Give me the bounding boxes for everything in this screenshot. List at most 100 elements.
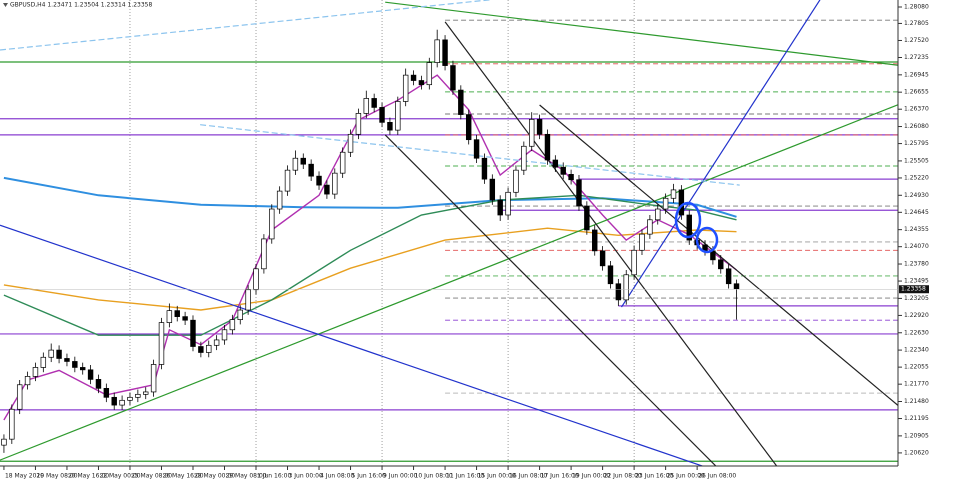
x-tick-label: 4 Jun 08:00 [320, 473, 354, 480]
candle-body [536, 119, 543, 135]
y-tick-label: 1.21480 [904, 398, 929, 405]
candle-body [150, 364, 157, 393]
candle-body [662, 197, 669, 210]
x-tick-label: 26 Jun 08:00 [698, 473, 736, 480]
y-tick-label: 1.22630 [904, 329, 929, 336]
x-tick-label: 5 Jun 16:00 [352, 473, 386, 480]
candle-body [87, 369, 94, 380]
x-tick-label: 9 Jun 00:00 [383, 473, 417, 480]
candle-body [379, 107, 385, 123]
y-tick-label: 1.21770 [904, 381, 929, 388]
candle-body [332, 172, 338, 195]
y-tick-label: 1.27520 [904, 37, 929, 44]
candle-body [245, 289, 251, 311]
plot-area: 0.023.638.250.061.876.4100.0120.0123.613… [0, 0, 898, 466]
candle-body [631, 249, 637, 276]
candle-body [103, 388, 110, 398]
candle-body [253, 268, 259, 291]
candle-body [442, 39, 448, 66]
candle-body [221, 329, 228, 341]
candle-body [560, 166, 566, 175]
y-tick-label: 1.26370 [904, 106, 929, 113]
candle-body [229, 319, 236, 331]
y-tick-label: 1.23495 [904, 278, 929, 285]
candle-body [79, 367, 86, 371]
candle-body [190, 319, 196, 347]
candle-body [670, 189, 677, 199]
candle-body [395, 101, 401, 131]
chart-title: GBPUSD,H4 1.23471 1.23504 1.23314 1.2335… [10, 2, 152, 9]
x-tick-label: 20 May 16:00 [68, 473, 109, 480]
candle-body [371, 98, 377, 108]
y-tick-label: 1.21195 [904, 415, 929, 422]
trend-line [620, 0, 821, 308]
trend-line [539, 104, 898, 407]
x-tick-label: 11 Jun 16:00 [446, 473, 484, 480]
candle-body [40, 356, 47, 368]
candle-body [158, 322, 165, 365]
candle-body [135, 393, 141, 398]
candle-body [48, 349, 54, 358]
candle-body [166, 310, 173, 323]
y-tick-label: 1.24645 [904, 209, 929, 216]
candle-body [489, 178, 496, 201]
trend-line [384, 134, 717, 466]
y-tick-label: 1.24070 [904, 243, 929, 250]
y-tick-label: 1.25795 [904, 140, 929, 147]
candle-body [568, 174, 574, 181]
x-tick-label: 19 Jun 00:00 [572, 473, 610, 480]
candle-body [647, 219, 653, 235]
candle-body [308, 163, 314, 177]
candle-body [174, 310, 180, 317]
x-tick-label: 26 May 16:00 [162, 473, 203, 480]
candle-body [276, 190, 283, 210]
candle-body [639, 233, 645, 251]
candle-body [402, 74, 409, 102]
candle-body [363, 98, 370, 114]
candle-body [584, 205, 590, 231]
current-price-label: 1.23358 [901, 286, 926, 293]
y-tick-label: 1.25505 [904, 157, 929, 164]
candle-body [497, 199, 503, 216]
candle-body [615, 283, 622, 301]
candle-body [95, 379, 102, 389]
x-tick-label: 16 Jun 08:00 [509, 473, 547, 480]
x-tick-label: 29 May 08:00 [226, 473, 267, 480]
y-tick-label: 1.24930 [904, 192, 929, 199]
x-tick-label: 19 May 08:00 [36, 473, 77, 480]
candle-body [261, 238, 267, 270]
x-tick-label: 25 May 08:00 [131, 473, 172, 480]
x-tick-label: 10 Jun 08:00 [415, 473, 453, 480]
y-tick-label: 1.22340 [904, 347, 929, 354]
candle-body [213, 339, 220, 346]
candle-body [465, 114, 472, 141]
trend-line [0, 0, 491, 51]
y-tick-label: 1.23205 [904, 295, 929, 302]
y-tick-label: 1.25220 [904, 174, 929, 181]
candle-body [119, 399, 125, 406]
y-tick-label: 1.20620 [904, 449, 929, 456]
x-tick-label: 15 Jun 00:00 [478, 473, 516, 480]
candle-body [528, 119, 535, 147]
x-tick-label: 1 Jun 16:00 [257, 473, 291, 480]
candle-body [678, 189, 685, 216]
candle-body [725, 268, 732, 285]
candle-body [206, 344, 212, 353]
trend-line [444, 21, 778, 466]
candle-body [316, 175, 322, 186]
x-tick-label: 22 Jun 08:00 [604, 473, 642, 480]
y-tick-label: 1.20905 [904, 432, 929, 439]
candle-body [434, 39, 440, 63]
candle-body [592, 229, 598, 252]
current-price-box [899, 285, 929, 294]
candle-body [426, 62, 433, 86]
candle-body [269, 208, 275, 240]
symbol-icon [3, 3, 8, 7]
candle-body [686, 214, 692, 241]
candle-body [32, 367, 39, 377]
candle-body [9, 408, 15, 440]
trend-line [0, 104, 898, 461]
x-tick-label: 25 Jun 00:00 [667, 473, 705, 480]
candle-body [284, 169, 291, 192]
